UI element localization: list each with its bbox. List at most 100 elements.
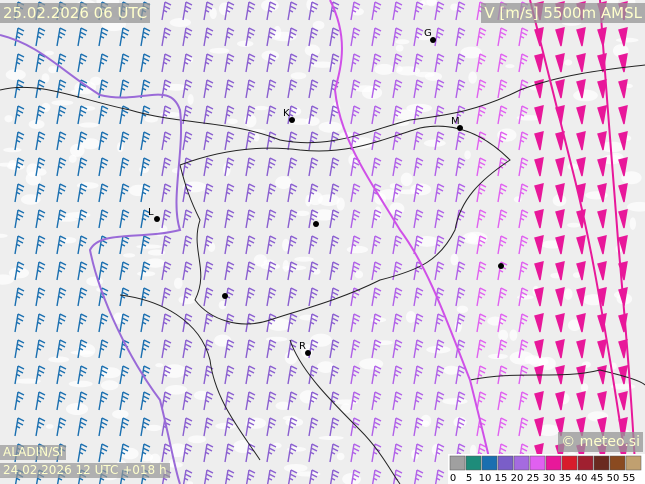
- terrain-shade: [253, 133, 260, 142]
- terrain-shade: [395, 109, 417, 121]
- wind-barb: [245, 209, 256, 229]
- terrain-shade: [389, 202, 405, 216]
- wind-barb: [329, 261, 340, 281]
- wind-barb: [534, 183, 544, 203]
- wind-barb: [98, 391, 109, 411]
- terrain-shade: [159, 111, 181, 118]
- wind-barb: [555, 235, 565, 255]
- terrain-shade: [146, 424, 162, 432]
- wind-barb: [371, 27, 382, 47]
- wind-barb: [203, 1, 214, 21]
- wind-barb: [618, 339, 628, 359]
- wind-barb: [308, 365, 319, 385]
- wind-barb: [329, 209, 340, 229]
- wind-barb: [245, 313, 256, 333]
- wind-barb: [119, 79, 130, 99]
- wind-barb: [455, 1, 466, 21]
- wind-barb: [266, 443, 277, 463]
- wind-barb: [287, 443, 298, 463]
- wind-barb: [266, 261, 277, 281]
- wind-barb: [555, 417, 565, 437]
- wind-barb: [287, 157, 298, 177]
- wind-barb: [392, 27, 403, 47]
- wind-barb: [434, 339, 445, 359]
- wind-barb: [56, 53, 67, 73]
- wind-barb: [555, 131, 565, 151]
- parameter: V [m/s] 5500m AMSL: [481, 3, 645, 23]
- terrain-shade: [164, 83, 188, 91]
- wind-barb: [56, 79, 67, 99]
- wind-barb: [476, 339, 487, 359]
- wind-barb: [597, 287, 607, 307]
- wind-barb: [392, 79, 403, 99]
- wind-barb: [413, 443, 424, 463]
- wind-barb: [534, 105, 544, 125]
- city-marker: [154, 216, 160, 222]
- wind-barb: [392, 469, 403, 484]
- wind-barb: [434, 261, 445, 281]
- wind-barb: [329, 235, 340, 255]
- terrain-shade: [351, 137, 374, 149]
- wind-barb: [392, 131, 403, 151]
- terrain-shade: [99, 367, 121, 379]
- isotach: [329, 0, 496, 484]
- wind-barb: [140, 261, 151, 281]
- terrain-shade: [351, 7, 364, 16]
- wind-barb: [371, 339, 382, 359]
- wind-barb: [497, 339, 508, 359]
- wind-barb: [140, 235, 151, 255]
- wind-barb: [434, 79, 445, 99]
- wind-barb: [392, 313, 403, 333]
- wind-barb: [576, 235, 586, 255]
- wind-barb: [371, 313, 382, 333]
- wind-barb: [576, 53, 586, 73]
- wind-barb: [350, 287, 361, 307]
- wind-barb: [434, 443, 445, 463]
- terrain-shade: [312, 268, 321, 275]
- legend-tick-label: 15: [495, 473, 508, 484]
- terrain-shade: [464, 150, 471, 160]
- terrain-shade: [140, 453, 154, 462]
- wind-barb: [14, 79, 25, 99]
- wind-barb: [371, 391, 382, 411]
- wind-barb: [371, 469, 382, 484]
- terrain-shade: [516, 115, 542, 121]
- wind-barb: [161, 79, 172, 99]
- terrain-shade: [112, 409, 129, 419]
- terrain-shade: [312, 209, 336, 221]
- terrain-shade: [226, 118, 238, 125]
- wind-barb: [329, 443, 340, 463]
- wind-barb: [434, 391, 445, 411]
- wind-barb: [161, 261, 172, 281]
- wind-barb: [534, 391, 544, 411]
- wind-barb: [98, 27, 109, 47]
- wind-barb: [182, 339, 193, 359]
- terrain-shade: [178, 295, 196, 305]
- wind-barb: [56, 183, 67, 203]
- wind-barb: [98, 313, 109, 333]
- wind-barb: [555, 27, 565, 47]
- wind-barb: [576, 417, 586, 437]
- terrain-shade: [8, 159, 18, 170]
- wind-barb: [413, 287, 424, 307]
- wind-barb: [350, 53, 361, 73]
- wind-barb: [392, 183, 403, 203]
- wind-barb: [618, 79, 628, 99]
- wind-barb: [224, 235, 235, 255]
- wind-barb: [476, 79, 487, 99]
- wind-barb: [497, 53, 508, 73]
- wind-barb: [392, 365, 403, 385]
- wind-barb: [140, 79, 151, 99]
- wind-barb: [597, 79, 607, 99]
- wind-barb: [329, 417, 340, 437]
- wind-barb: [203, 261, 214, 281]
- wind-barb: [182, 287, 193, 307]
- wind-barb: [56, 365, 67, 385]
- wind-barb: [497, 287, 508, 307]
- wind-barb: [518, 105, 529, 125]
- wind-barb: [182, 209, 193, 229]
- wind-barb: [77, 261, 88, 281]
- terrain-shade: [77, 343, 96, 358]
- wind-barb: [14, 183, 25, 203]
- wind-barb: [413, 27, 424, 47]
